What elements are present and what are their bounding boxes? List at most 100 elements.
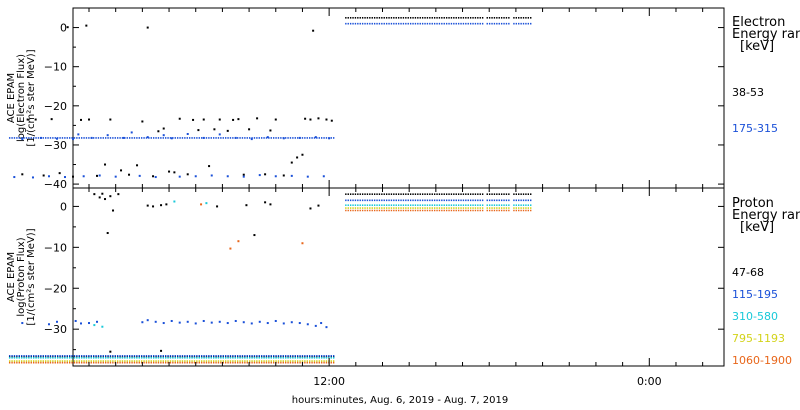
- data-point: [178, 175, 181, 178]
- data-point: [88, 322, 91, 325]
- data-point: [93, 193, 96, 196]
- data-point: [226, 129, 229, 132]
- data-point: [213, 128, 216, 131]
- data-point: [202, 136, 205, 139]
- data-point: [290, 321, 293, 324]
- data-point: [88, 118, 91, 121]
- data-point: [242, 175, 245, 178]
- data-point: [168, 170, 171, 173]
- data-point: [109, 195, 112, 198]
- x-axis: 12:00 0:00: [88, 8, 704, 388]
- data-point: [202, 118, 205, 121]
- x-axis-title: hours:minutes, Aug. 6, 2019 - Aug. 7, 20…: [292, 395, 508, 406]
- data-point: [141, 321, 144, 324]
- data-point: [21, 322, 24, 325]
- data-point: [154, 176, 157, 179]
- data-point: [112, 209, 115, 212]
- data-point: [47, 175, 50, 178]
- data-point: [290, 174, 293, 177]
- data-point: [216, 205, 219, 208]
- series-115-195: [8, 199, 532, 357]
- data-point: [122, 136, 125, 139]
- x-tick-label: 12:00: [313, 375, 345, 388]
- data-point: [232, 118, 235, 121]
- data-point: [306, 323, 309, 326]
- data-point: [226, 175, 229, 178]
- data-point: [98, 196, 101, 199]
- data-point: [274, 175, 277, 178]
- data-point: [141, 120, 144, 123]
- data-point: [197, 129, 200, 132]
- proton-plot-frame: [72, 187, 725, 367]
- data-point: [47, 323, 50, 326]
- data-point: [63, 176, 66, 179]
- data-point: [274, 319, 277, 322]
- data-point: [106, 134, 109, 137]
- data-point: [226, 322, 229, 325]
- data-point: [178, 117, 181, 120]
- series-47-68: [8, 192, 532, 358]
- data-point: [146, 136, 149, 139]
- data-point: [314, 324, 317, 327]
- legend-item-47-68: 47-68: [732, 266, 764, 279]
- electron-ytick-label: −20: [44, 100, 67, 113]
- data-point: [162, 134, 165, 137]
- electron-ylabel-line: [1/(cm²s ster MeV)]: [26, 49, 37, 146]
- data-point: [90, 136, 93, 139]
- data-point: [304, 117, 307, 120]
- data-point: [106, 232, 109, 235]
- proton-legend-heading: Energy ranges: [732, 208, 800, 223]
- data-point: [320, 322, 323, 325]
- proton-legend-heading: [keV]: [740, 220, 774, 235]
- data-point: [194, 175, 197, 178]
- data-point: [74, 319, 77, 322]
- data-point: [72, 138, 74, 141]
- electron-ytick-label: 0: [60, 22, 67, 35]
- proton-legend-heading: Proton: [732, 196, 774, 211]
- data-point: [264, 173, 267, 176]
- data-point: [218, 118, 221, 121]
- data-point: [55, 320, 58, 323]
- data-point: [154, 320, 157, 323]
- data-point: [328, 137, 331, 140]
- data-point: [96, 174, 99, 177]
- data-point: [157, 130, 160, 133]
- data-point: [93, 324, 96, 327]
- proton-ytick-label: −10: [44, 241, 67, 254]
- data-point: [186, 173, 189, 176]
- data-point: [50, 118, 53, 121]
- data-point: [325, 118, 328, 121]
- data-point: [109, 118, 112, 121]
- data-point: [258, 320, 261, 323]
- data-point: [322, 175, 325, 178]
- data-point: [146, 26, 149, 29]
- data-point: [55, 137, 58, 140]
- data-point: [85, 24, 88, 27]
- data-point: [245, 204, 248, 207]
- data-point: [317, 117, 320, 120]
- data-point: [282, 174, 285, 177]
- series-1060-1900: [8, 203, 532, 364]
- data-point: [80, 118, 83, 121]
- series-795-1193: [8, 207, 532, 362]
- data-point: [192, 118, 195, 121]
- electron-legend-heading: [keV]: [740, 39, 774, 54]
- data-point: [21, 173, 24, 176]
- x-tick-label: 0:00: [637, 375, 662, 388]
- data-point: [298, 322, 301, 325]
- data-point: [234, 136, 237, 139]
- data-point: [309, 207, 312, 210]
- data-point: [98, 174, 101, 177]
- data-point: [264, 201, 267, 204]
- proton-ytick-label: −30: [44, 323, 67, 336]
- data-point: [194, 322, 197, 325]
- data-point: [104, 163, 107, 166]
- data-point: [200, 203, 203, 206]
- data-point: [242, 173, 245, 176]
- data-point: [136, 164, 139, 167]
- electron-ytick-label: −10: [44, 61, 67, 74]
- data-point: [82, 175, 85, 178]
- data-point: [178, 321, 181, 324]
- proton-ytick-label: −20: [44, 282, 67, 295]
